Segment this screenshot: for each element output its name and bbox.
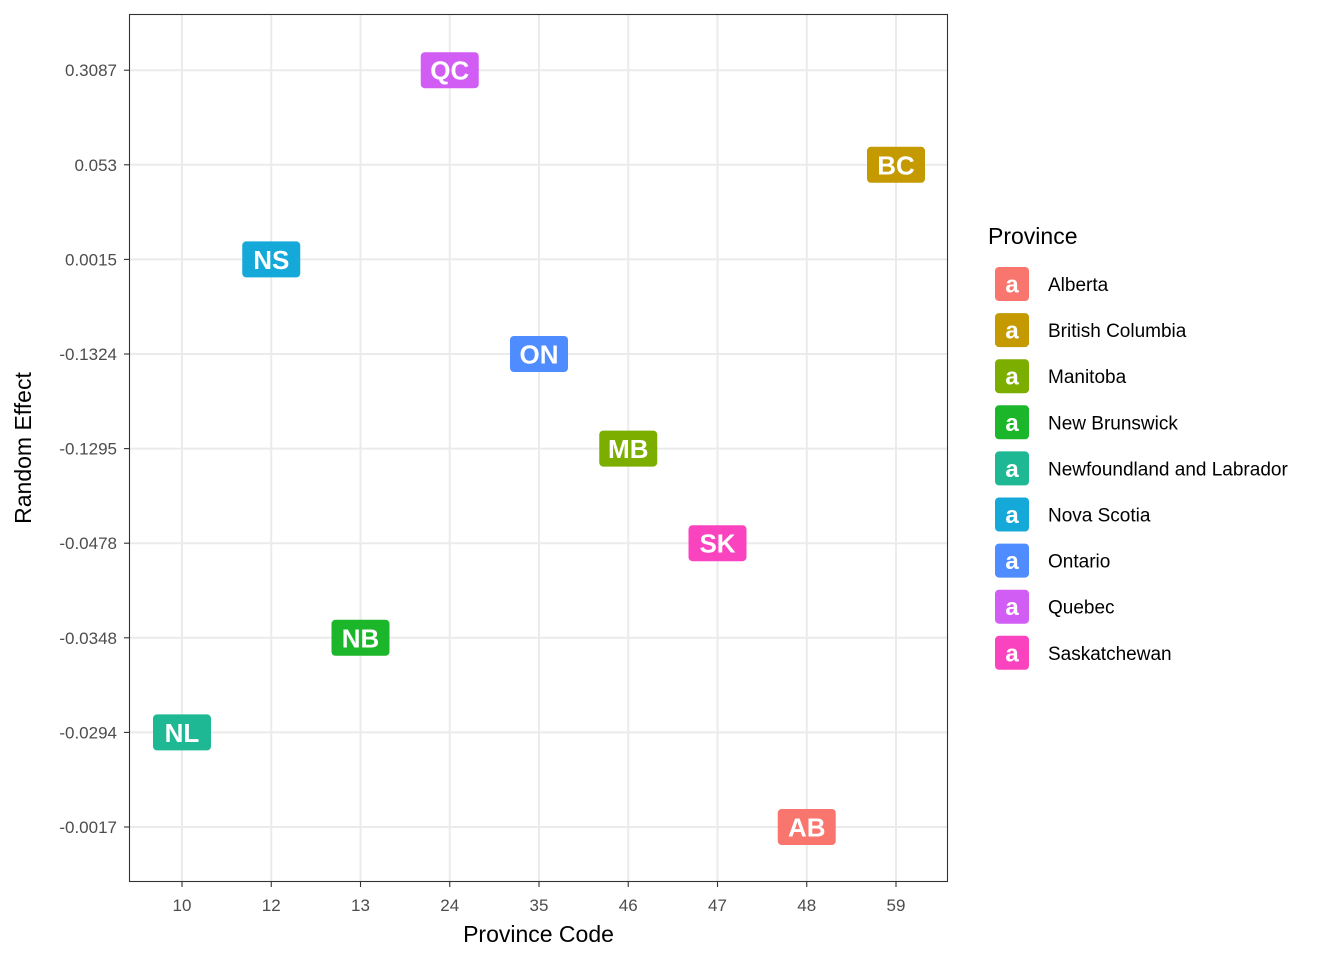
legend-key xyxy=(995,635,1029,670)
axis-ticks: 10 12 13 24 35 46 47 48 59 -0.0017 -0.0294 -0.0348 -… xyxy=(59,61,905,915)
legend-item: a Ontario xyxy=(995,543,1110,578)
x-tick-label: 47 xyxy=(708,896,727,915)
x-axis-title: Province Code xyxy=(463,921,614,947)
point-ns: NS xyxy=(242,241,301,278)
legend-label: British Columbia xyxy=(1048,321,1187,342)
data-points: AB BC MB NB NL NS ON QC SK xyxy=(153,52,925,845)
legend-label: Quebec xyxy=(1048,598,1115,619)
legend-key xyxy=(995,543,1029,578)
point-label-box xyxy=(153,714,211,751)
legend-item: a Alberta xyxy=(995,267,1109,301)
y-tick-label: -0.1295 xyxy=(59,440,117,459)
point-label: BC xyxy=(877,150,915,180)
x-tick-label: 46 xyxy=(619,896,638,915)
point-label: ON xyxy=(520,340,559,370)
point-bc: BC xyxy=(867,146,925,183)
legend-item: a Manitoba xyxy=(995,359,1127,394)
legend-key xyxy=(995,313,1029,348)
legend-item: a Quebec xyxy=(995,589,1115,624)
x-tick-label: 59 xyxy=(887,896,906,915)
point-label-box xyxy=(777,809,836,845)
point-label: NB xyxy=(342,623,380,653)
legend-key-glyph: a xyxy=(1005,318,1019,345)
legend-key-glyph: a xyxy=(1005,272,1019,299)
legend-item: a Saskatchewan xyxy=(995,635,1172,670)
point-label-box xyxy=(867,146,925,183)
y-tick-label: -0.0294 xyxy=(59,723,117,742)
point-ab: AB xyxy=(777,809,836,845)
legend: Province a Alberta a British Columbia a Manit… xyxy=(988,223,1288,670)
y-tick-label: 0.3087 xyxy=(65,61,117,80)
y-tick-label: -0.0017 xyxy=(59,818,117,837)
legend-key xyxy=(995,589,1029,624)
point-label: NL xyxy=(165,718,200,748)
x-tick-label: 12 xyxy=(262,896,281,915)
point-on: ON xyxy=(510,336,568,372)
y-tick-label: -0.0478 xyxy=(59,534,117,553)
point-label: SK xyxy=(699,529,735,559)
point-qc: QC xyxy=(420,52,479,89)
point-label-box xyxy=(599,430,658,467)
legend-item: a New Brunswick xyxy=(995,405,1178,440)
legend-item: a Newfoundland and Labrador xyxy=(995,451,1288,486)
legend-key-glyph: a xyxy=(1005,640,1019,667)
legend-item: a Nova Scotia xyxy=(995,497,1151,532)
point-nl: NL xyxy=(153,714,211,751)
y-tick-label: 0.053 xyxy=(74,156,117,175)
legend-key-glyph: a xyxy=(1005,410,1019,437)
y-tick-label: -0.1324 xyxy=(59,345,117,364)
point-label-box xyxy=(242,241,301,278)
legend-key xyxy=(995,359,1029,394)
x-tick-label: 13 xyxy=(351,896,370,915)
point-mb: MB xyxy=(599,430,658,467)
legend-label: Newfoundland and Labrador xyxy=(1048,459,1288,480)
legend-label: Alberta xyxy=(1048,275,1109,296)
x-tick-label: 10 xyxy=(173,896,192,915)
legend-key xyxy=(995,267,1029,301)
y-tick-label: -0.0348 xyxy=(59,629,117,648)
legend-title: Province xyxy=(988,223,1077,249)
point-label: AB xyxy=(788,813,826,843)
legend-key xyxy=(995,405,1029,440)
legend-key-glyph: a xyxy=(1005,364,1019,391)
point-nb: NB xyxy=(331,619,390,656)
point-label-box xyxy=(331,619,390,656)
y-tick-label: 0.0015 xyxy=(65,250,117,269)
legend-key-glyph: a xyxy=(1005,502,1019,529)
x-tick-label: 48 xyxy=(797,896,816,915)
legend-key-glyph: a xyxy=(1005,594,1019,621)
legend-label: Manitoba xyxy=(1048,367,1127,388)
x-tick-label: 24 xyxy=(440,896,459,915)
legend-key xyxy=(995,497,1029,532)
point-label-box xyxy=(688,525,747,562)
legend-key-glyph: a xyxy=(1005,548,1019,575)
point-label: MB xyxy=(608,434,648,464)
point-label-box xyxy=(420,52,479,89)
plot-border xyxy=(128,13,949,883)
point-label-box xyxy=(510,336,568,372)
legend-label: Nova Scotia xyxy=(1048,506,1151,527)
point-sk: SK xyxy=(688,525,747,562)
point-label: NS xyxy=(253,245,289,275)
legend-label: Ontario xyxy=(1048,552,1110,573)
legend-label: New Brunswick xyxy=(1048,413,1178,434)
legend-key xyxy=(995,451,1029,486)
legend-key-glyph: a xyxy=(1005,456,1019,483)
point-label: QC xyxy=(430,56,469,86)
legend-item: a British Columbia xyxy=(995,313,1187,348)
x-tick-label: 35 xyxy=(530,896,549,915)
y-axis-title: Random Effect xyxy=(10,372,36,524)
legend-label: Saskatchewan xyxy=(1048,644,1172,665)
